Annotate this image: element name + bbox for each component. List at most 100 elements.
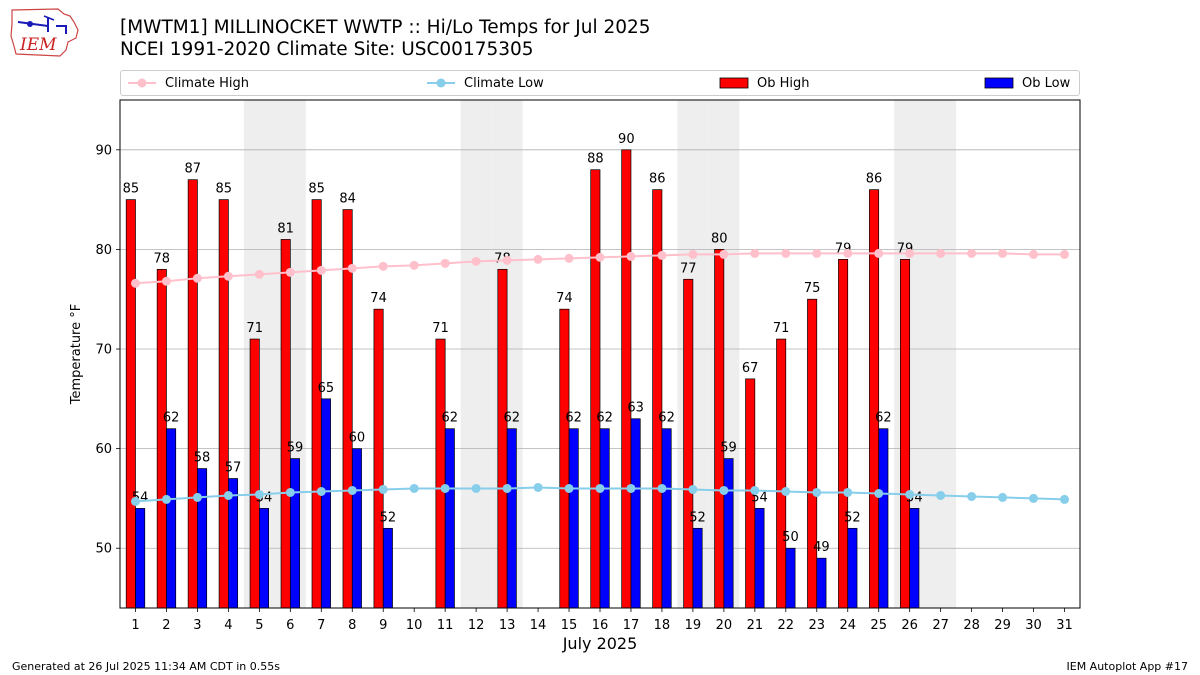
ob-high-bar-9	[373, 308, 384, 609]
y-axis-label: Temperature °F	[69, 304, 84, 405]
climate-high-point-14	[533, 254, 543, 264]
ob-high-label-16: 88	[587, 152, 604, 167]
x-tick-label-26: 26	[901, 618, 918, 633]
x-tick-label-6: 6	[286, 618, 294, 633]
ob-high-label-2: 78	[154, 251, 171, 266]
climate-high-point-12	[471, 256, 481, 266]
ob-high-bar-22	[776, 338, 787, 609]
climate-low-point-28	[967, 491, 977, 501]
ob-low-bar-8	[351, 448, 362, 609]
climate-low-point-1	[130, 496, 140, 506]
climate-high-point-20	[719, 249, 729, 259]
ob-low-bar-23	[816, 557, 827, 609]
ob-low-label-9: 52	[380, 510, 397, 525]
ob-high-bar-24	[838, 259, 849, 609]
climate-high-point-3	[192, 273, 202, 283]
climate-high-point-28	[967, 248, 977, 258]
ob-low-label-7: 65	[318, 381, 335, 396]
ob-high-bar-7	[311, 199, 322, 609]
ob-low-label-25: 62	[875, 411, 892, 426]
x-tick-label-2: 2	[162, 618, 170, 633]
ob-high-bar-13	[497, 268, 508, 609]
legend-item-ob-high: Ob High	[719, 71, 810, 95]
ob-high-label-11: 71	[432, 321, 449, 336]
climate-low-point-21	[750, 485, 760, 495]
ob-low-label-18: 62	[658, 411, 675, 426]
legend-label-climate-low: Climate Low	[464, 75, 544, 91]
ob-high-label-23: 75	[804, 281, 821, 296]
ob-high-bar-19	[683, 278, 694, 609]
ob-high-bar-20	[714, 249, 725, 609]
climate-high-point-18	[657, 250, 667, 260]
chart-legend: Climate High Climate Low Ob High Ob Low	[120, 70, 1080, 96]
x-tick-label-1: 1	[131, 618, 139, 633]
ob-high-label-15: 74	[556, 291, 573, 306]
ob-high-label-21: 67	[742, 361, 759, 376]
ob-low-bar-26	[909, 508, 920, 609]
x-tick-label-19: 19	[685, 618, 702, 633]
climate-low-point-27	[936, 490, 946, 500]
x-tick-label-23: 23	[809, 618, 826, 633]
climate-high-point-27	[936, 248, 946, 258]
climate-high-point-22	[781, 248, 791, 258]
climate-low-point-7	[316, 486, 326, 496]
ob-high-bar-2	[156, 268, 167, 609]
legend-item-ob-low: Ob Low	[984, 71, 1070, 95]
x-tick-label-25: 25	[870, 618, 887, 633]
ob-low-label-4: 57	[225, 461, 242, 476]
ob-low-bar-1	[135, 508, 146, 609]
ob-high-label-1: 85	[123, 182, 140, 197]
climate-low-point-14	[533, 482, 543, 492]
ob-low-label-2: 62	[163, 411, 180, 426]
ob-high-label-25: 86	[866, 172, 883, 187]
x-tick-label-17: 17	[623, 618, 640, 633]
climate-low-point-4	[223, 490, 233, 500]
ob-high-label-6: 81	[277, 221, 294, 236]
climate-high-point-17	[626, 251, 636, 261]
ob-low-bar-21	[754, 508, 765, 609]
weekend-shade-27	[925, 100, 957, 608]
ob-low-label-20: 59	[720, 441, 737, 456]
ob-low-bar-2	[166, 428, 177, 609]
y-tick-label-80: 80	[95, 243, 112, 258]
ob-high-bar-4	[218, 199, 229, 609]
climate-low-point-31	[1060, 494, 1070, 504]
ob-low-bar-9	[382, 527, 393, 609]
climate-low-point-6	[285, 487, 295, 497]
x-tick-label-31: 31	[1056, 618, 1073, 633]
ob-high-label-17: 90	[618, 132, 635, 147]
ob-low-bar-3	[197, 468, 208, 609]
ob-low-bar-6	[289, 458, 300, 609]
ob-high-label-7: 85	[308, 182, 325, 197]
climate-low-point-17	[626, 483, 636, 493]
legend-climate-low-swatch	[427, 78, 455, 88]
climate-high-point-13	[502, 255, 512, 265]
ob-low-label-16: 62	[596, 411, 613, 426]
iem-logo: IEM	[10, 8, 79, 57]
ob-low-bar-17	[630, 418, 641, 609]
y-tick-label-60: 60	[95, 442, 112, 457]
ob-high-label-20: 80	[711, 231, 728, 246]
x-tick-label-27: 27	[932, 618, 949, 633]
climate-low-point-8	[347, 485, 357, 495]
climate-high-point-21	[750, 248, 760, 258]
legend-item-climate-low: Climate Low	[426, 71, 544, 95]
x-axis-label: July 2025	[562, 634, 638, 653]
weekend-shade-12	[460, 100, 492, 608]
ob-high-label-4: 85	[215, 182, 232, 197]
x-tick-label-22: 22	[778, 618, 795, 633]
ob-low-label-6: 59	[287, 441, 304, 456]
x-tick-label-5: 5	[255, 618, 263, 633]
climate-low-point-3	[192, 492, 202, 502]
ob-low-label-19: 52	[689, 510, 706, 525]
climate-low-point-9	[378, 484, 388, 494]
ob-low-bar-18	[661, 428, 672, 609]
ob-low-label-22: 50	[782, 530, 799, 545]
climate-high-point-16	[595, 252, 605, 262]
ob-low-bar-24	[847, 527, 858, 609]
climate-low-point-23	[812, 487, 822, 497]
climate-low-point-24	[843, 487, 853, 497]
legend-label-ob-high: Ob High	[757, 75, 810, 91]
climate-high-point-31	[1060, 249, 1070, 259]
